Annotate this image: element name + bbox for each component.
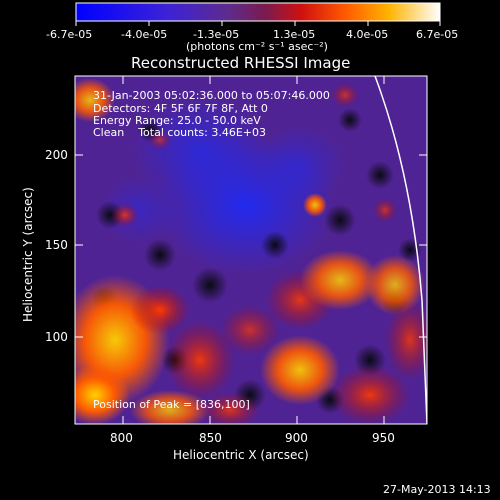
y-tick-label: 100: [45, 330, 68, 344]
rhessi-image: [75, 76, 427, 424]
colorbar-tick-label: 6.7e-05: [416, 28, 459, 41]
x-tick-label: 850: [199, 431, 222, 445]
footer-date: 27-May-2013 14:13: [383, 483, 491, 496]
x-tick-label: 800: [110, 431, 133, 445]
info-line: Detectors: 4F 5F 6F 7F 8F, Att 0: [93, 102, 268, 115]
colorbar-tick-label: -1.3e-05: [193, 28, 240, 41]
colorbar-units: (photons cm⁻² s⁻¹ asec⁻²): [186, 40, 328, 53]
x-tick-label: 950: [372, 431, 395, 445]
colorbar-ticks: [75, 21, 441, 26]
colorbar-tick-label: 4.0e-05: [346, 28, 389, 41]
x-axis-ticks: [122, 76, 385, 424]
info-line: Clean Total counts: 3.46E+03: [93, 126, 267, 139]
colorbar-tick-label: 1.3e-05: [273, 28, 316, 41]
peak-position-label: Position of Peak = [836,100]: [93, 398, 250, 411]
x-tick-label: 900: [285, 431, 308, 445]
colorbar-tick-label: -6.7e-05: [46, 28, 93, 41]
x-axis-label: Heliocentric X (arcsec): [173, 448, 309, 462]
y-axis-ticks: [75, 154, 427, 338]
colorbar: [75, 2, 441, 22]
y-axis-label: Heliocentric Y (arcsec): [21, 187, 35, 322]
plot-frame: [74, 75, 428, 425]
y-tick-label: 150: [45, 238, 68, 252]
info-line: 31-Jan-2003 05:02:36.000 to 05:07:46.000: [93, 89, 330, 102]
y-tick-label: 200: [45, 148, 68, 162]
colorbar-tick-label: -4.0e-05: [121, 28, 168, 41]
info-line: Energy Range: 25.0 - 50.0 keV: [93, 114, 261, 127]
plot-title: Reconstructed RHESSI Image: [131, 54, 351, 72]
